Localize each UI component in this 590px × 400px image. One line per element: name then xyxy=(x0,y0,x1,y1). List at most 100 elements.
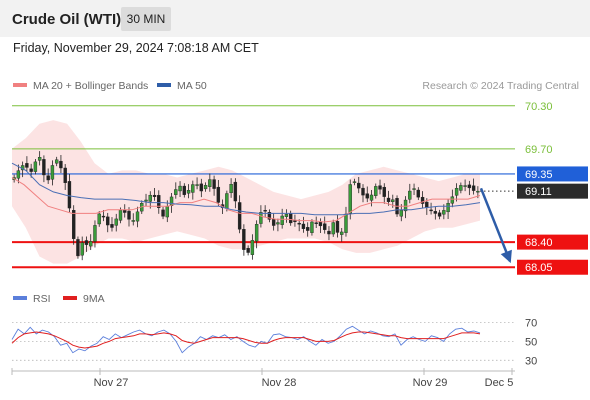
candle xyxy=(237,195,242,234)
candle xyxy=(306,222,310,237)
candle-body xyxy=(76,239,80,257)
x-axis: Nov 27 Nov 28 Nov 29 Dec 5 xyxy=(11,368,515,389)
last-price-label: 69.11 xyxy=(525,186,552,198)
candle-body xyxy=(29,168,33,172)
candle-body xyxy=(195,184,199,186)
candle-body xyxy=(148,194,152,202)
level-label-70.30: 70.30 xyxy=(525,101,553,113)
candle xyxy=(97,211,101,227)
candle xyxy=(63,164,67,190)
candle-body xyxy=(446,203,450,213)
candle xyxy=(459,182,463,194)
candle-body xyxy=(144,199,148,202)
forecast-arrow-head xyxy=(500,249,512,264)
rsi-9ma-line xyxy=(11,331,481,349)
candle xyxy=(263,205,267,217)
candle xyxy=(340,227,344,242)
candle xyxy=(152,187,157,201)
candle xyxy=(148,191,152,209)
candle-body xyxy=(340,231,344,235)
candle-body xyxy=(301,223,306,229)
candle xyxy=(233,178,238,209)
candle xyxy=(89,234,93,251)
candle-body xyxy=(399,209,403,217)
candle-body xyxy=(118,210,123,221)
candle-body xyxy=(288,213,293,224)
candle xyxy=(267,209,272,223)
level-label-69.35: 69.35 xyxy=(525,169,553,181)
candle-body xyxy=(186,190,191,194)
candle xyxy=(76,236,80,259)
candle-body xyxy=(208,179,212,187)
candle xyxy=(314,216,318,229)
candle-body xyxy=(157,195,161,208)
candle-body xyxy=(293,220,297,222)
candle xyxy=(59,155,63,174)
candle-body xyxy=(72,210,76,239)
candle xyxy=(72,205,76,245)
candle xyxy=(25,156,29,172)
candle-body xyxy=(174,189,178,195)
candle-body xyxy=(106,216,110,226)
candle xyxy=(123,204,127,218)
candle xyxy=(161,206,165,220)
credit-text: Research © 2024 Trading Central xyxy=(422,80,579,92)
candle-body xyxy=(54,159,59,164)
candle-body xyxy=(123,210,127,213)
x-tick-label: Nov 29 xyxy=(413,377,448,389)
candle xyxy=(433,206,438,220)
candle-body xyxy=(391,199,395,202)
candle-body xyxy=(233,181,238,202)
candle xyxy=(348,179,352,220)
candle-body xyxy=(97,213,101,225)
candle-body xyxy=(276,222,280,225)
candle-body xyxy=(335,220,340,233)
candle-body xyxy=(250,240,255,255)
candle xyxy=(429,202,433,215)
datetime-label: Friday, November 29, 2024 7:08:18 AM CET xyxy=(13,41,259,55)
candle xyxy=(67,174,72,213)
candle xyxy=(208,173,212,192)
candle-body xyxy=(191,184,195,193)
candle-body xyxy=(420,196,425,204)
candle xyxy=(191,180,195,200)
candle xyxy=(242,224,246,256)
rsi-tick-30: 30 xyxy=(525,355,537,367)
candle xyxy=(297,219,301,232)
candle xyxy=(408,183,412,204)
candle xyxy=(84,236,89,252)
ma50-line xyxy=(11,162,481,216)
candle xyxy=(33,158,38,175)
candle xyxy=(467,180,472,196)
candle xyxy=(54,156,59,167)
candle-body xyxy=(386,197,391,202)
price-levels xyxy=(12,105,515,269)
candle-body xyxy=(314,222,318,224)
candle-body xyxy=(442,210,446,215)
ma9-swatch xyxy=(63,296,77,301)
legend-rsi: RSI xyxy=(13,293,51,305)
candle xyxy=(199,178,204,198)
candle xyxy=(361,184,365,203)
candle-body xyxy=(182,185,186,195)
moving-averages xyxy=(11,162,512,264)
candle-body xyxy=(93,225,97,242)
candle-body xyxy=(50,165,55,180)
legend-9ma-label: 9MA xyxy=(83,293,105,305)
candle xyxy=(195,177,199,190)
candle-body xyxy=(344,213,348,233)
candle-body xyxy=(467,184,472,189)
candle-body xyxy=(169,196,174,206)
candle-body xyxy=(459,185,463,191)
candle xyxy=(93,220,97,248)
candle-body xyxy=(297,222,301,225)
candle xyxy=(386,190,391,206)
candle-body xyxy=(271,219,276,226)
candle xyxy=(403,196,408,219)
candle-body xyxy=(382,186,386,197)
timeframe-badge[interactable]: 30 MIN xyxy=(121,7,171,31)
candle xyxy=(327,226,331,241)
candle xyxy=(374,183,378,199)
candle xyxy=(110,217,114,232)
candle-body xyxy=(135,211,140,222)
